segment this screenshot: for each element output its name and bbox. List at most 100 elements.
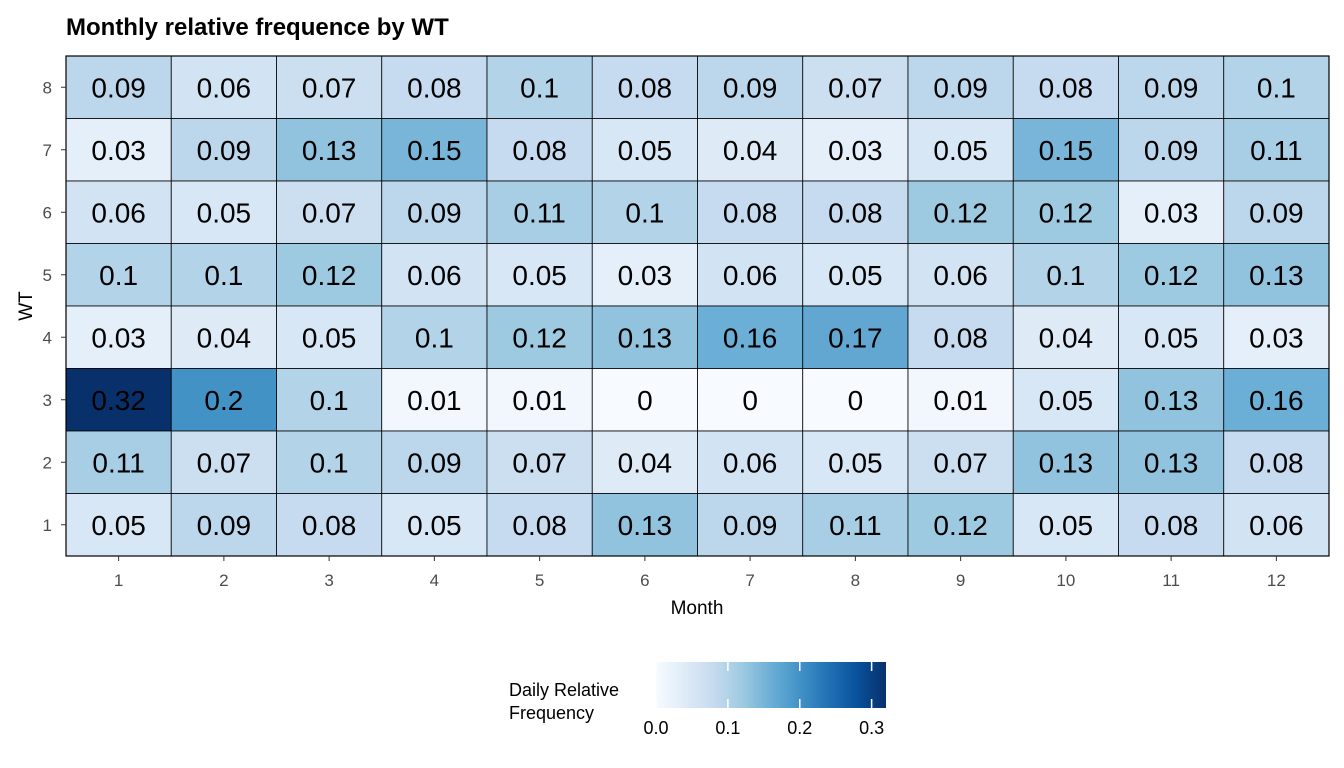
cell-value-label: 0.06 [933,260,988,291]
heatmap-cell [170,430,277,494]
heatmap-cell [65,493,172,557]
cell-value-label: 0.05 [933,135,988,166]
cell-value-label: 0.1 [99,260,138,291]
cell-value-label: 0.17 [828,322,883,353]
cell-value-label: 0.12 [1144,260,1199,291]
y-axis-title: WT [16,291,37,321]
x-tick-label: 9 [956,571,965,590]
heatmap-cell [381,180,488,244]
cell-value-label: 0.08 [1249,447,1304,478]
cell-value-label: 0.13 [1039,447,1094,478]
heatmap-cell [170,55,277,119]
cell-value-label: 0.07 [828,72,883,103]
heatmap-cell [381,430,488,494]
x-tick-label: 1 [114,571,123,590]
heatmap-cell [1223,430,1330,494]
heatmap-cell [697,493,804,557]
x-tick-label: 4 [430,571,439,590]
heatmap-cell [1223,180,1330,244]
heatmap-cell [591,305,698,369]
heatmap-cell [170,118,277,182]
y-tick-label: 6 [43,203,52,222]
heatmap-cell [381,55,488,119]
heatmap-cell [65,118,172,182]
colorbar-legend: Daily Relative Frequency 0.0 0.1 0.2 0.3 [509,662,886,738]
heatmap-cell [697,430,804,494]
cell-value-label: 0.07 [933,447,988,478]
cell-value-label: 0.08 [1039,72,1094,103]
cell-value-label: 0.06 [91,197,146,228]
cell-value-label: 0.1 [204,260,243,291]
heatmap-cell [1118,243,1225,307]
cell-value-label: 0.11 [1250,135,1302,166]
cell-value-label: 0.08 [618,72,673,103]
cell-value-label: 0.01 [407,385,462,416]
heatmap-cell [1012,368,1119,432]
heatmap-cell [1012,118,1119,182]
cell-value-label: 0.12 [512,322,567,353]
cell-value-label: 0.05 [828,260,883,291]
heatmap-cell [1118,118,1225,182]
cell-value-label: 0.05 [302,322,357,353]
heatmap-cell [802,493,909,557]
cell-value-label: 0.09 [197,135,252,166]
x-tick-label: 6 [640,571,649,590]
colorbar-tick-label: 0.2 [787,718,812,738]
cell-value-label: 0.12 [302,260,357,291]
cell-value-label: 0.06 [197,72,252,103]
cell-value-label: 0.05 [828,447,883,478]
legend-title-line-2: Frequency [509,703,594,723]
cell-value-label: 0.09 [1249,197,1304,228]
colorbar-gradient [656,662,886,708]
heatmap-cell [697,118,804,182]
cell-value-label: 0.09 [407,447,462,478]
heatmap-cell [276,180,383,244]
cell-value-label: 0.08 [723,197,778,228]
cell-value-label: 0.13 [1144,385,1199,416]
heatmap-cell [1012,493,1119,557]
cell-value-label: 0.1 [310,447,349,478]
heatmap-cell [802,305,909,369]
heatmap-cell [486,493,593,557]
heatmap-cell [1223,55,1330,119]
cell-value-label: 0.09 [91,72,146,103]
heatmap-cell [65,430,172,494]
cell-value-label: 0.09 [723,510,778,541]
x-axis-title: Month [671,598,724,619]
cell-value-label: 0.07 [302,197,357,228]
cell-value-label: 0.12 [933,197,988,228]
heatmap-cell [697,368,804,432]
cell-value-label: 0.06 [407,260,462,291]
cell-value-label: 0.09 [1144,135,1199,166]
x-axis: 1 2 3 4 5 6 7 8 9 10 11 12 [114,556,1286,590]
cell-value-label: 0.15 [1039,135,1094,166]
heatmap-cell [381,493,488,557]
heatmap-cell [65,368,172,432]
colorbar-tick-label: 0.0 [643,718,668,738]
cell-value-label: 0.08 [512,510,567,541]
heatmap-cell [697,305,804,369]
heatmap-cell [381,243,488,307]
heatmap-cell [170,243,277,307]
cell-value-label: 0.05 [1144,322,1199,353]
cell-value-label: 0.09 [1144,72,1199,103]
cell-value-label: 0.06 [723,447,778,478]
cell-value-label: 0.07 [197,447,252,478]
heatmap-cells: 0.09 0.06 0.07 0.08 0.1 0.08 0.09 0.07 0.09 0.08 0… [65,55,1330,557]
cell-value-label: 0.03 [91,135,146,166]
cell-value-label: 0 [848,385,864,416]
cell-value-label: 0.08 [512,135,567,166]
heatmap-cell [170,493,277,557]
x-tick-label: 3 [324,571,333,590]
heatmap-cell [1118,430,1225,494]
x-tick-label: 7 [745,571,754,590]
heatmap-cell [907,243,1014,307]
heatmap-cell [1012,243,1119,307]
cell-value-label: 0.09 [723,72,778,103]
heatmap-cell [802,368,909,432]
heatmap-cell [1012,55,1119,119]
heatmap-cell [591,55,698,119]
y-tick-label: 8 [43,78,52,97]
cell-value-label: 0.11 [829,510,881,541]
